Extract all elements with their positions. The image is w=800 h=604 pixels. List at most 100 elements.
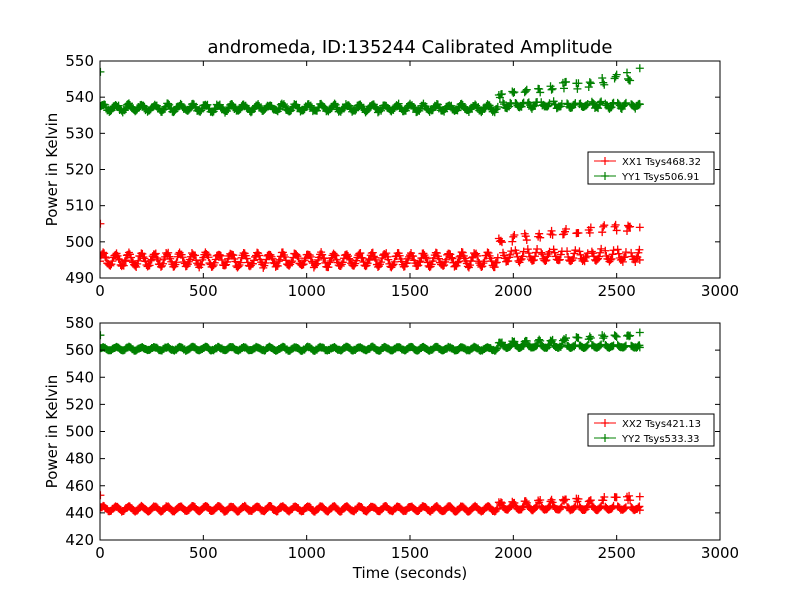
data-point (557, 341, 566, 350)
y-tick-label: 500 (65, 233, 94, 251)
data-point (346, 255, 355, 264)
data-point (493, 504, 502, 513)
data-point (170, 262, 179, 271)
data-point (124, 248, 133, 257)
data-point (288, 257, 297, 266)
data-point (597, 244, 606, 253)
data-point (582, 101, 591, 110)
data-point (215, 250, 224, 259)
x-tick-label: 1000 (288, 282, 326, 300)
data-point (390, 257, 399, 266)
data-point (631, 257, 640, 266)
data-point (627, 248, 636, 257)
data-point (550, 248, 559, 257)
data-point (504, 257, 513, 266)
data-point (524, 249, 533, 258)
data-point (159, 259, 168, 268)
data-point (568, 256, 577, 265)
data-point (536, 336, 545, 345)
data-point (402, 259, 411, 268)
data-point (409, 252, 418, 261)
data-point (492, 104, 501, 113)
series-xx1 (100, 219, 644, 272)
data-point (255, 251, 264, 260)
data-point (279, 100, 288, 109)
data-point (320, 254, 329, 263)
data-point (442, 255, 451, 264)
data-point (626, 496, 635, 505)
data-point (518, 252, 527, 261)
data-point (273, 261, 282, 270)
data-point (351, 106, 360, 115)
data-point (600, 80, 609, 89)
data-point (547, 226, 556, 235)
data-point (364, 256, 373, 265)
y-tick-label: 520 (65, 395, 94, 413)
data-point (607, 254, 616, 263)
data-point (510, 88, 519, 97)
data-point (153, 255, 162, 264)
data-point (422, 254, 431, 263)
legend: XX1 Tsys468.32 YY1 Tsys506.91 (587, 151, 715, 185)
data-point (306, 101, 315, 110)
data-point (480, 257, 489, 266)
y-tick-label: 420 (65, 531, 94, 549)
legend: XX2 Tsys421.13 YY2 Tsys533.33 (587, 413, 715, 447)
data-point (635, 255, 644, 264)
chart-title: andromeda, ID:135244 Calibrated Amplitud… (207, 37, 612, 58)
data-point (170, 107, 179, 116)
data-point (325, 258, 334, 267)
data-point (216, 251, 225, 260)
data-point (101, 253, 110, 262)
data-point (313, 259, 321, 268)
data-point (600, 492, 609, 501)
data-point (300, 256, 309, 265)
data-point (508, 237, 517, 246)
data-point (535, 335, 544, 344)
data-point (120, 257, 129, 266)
data-point (106, 261, 115, 270)
x-tick-label: 1000 (288, 544, 326, 562)
data-point (268, 254, 277, 263)
legend-entry-label: YY2 Tsys533.33 (621, 434, 700, 445)
data-point (280, 252, 289, 261)
data-point (204, 253, 213, 262)
data-point (434, 254, 443, 263)
data-point (598, 228, 607, 237)
data-point (119, 261, 128, 270)
data-point (635, 506, 644, 515)
data-point (447, 253, 456, 262)
x-tick-label: 500 (189, 544, 218, 562)
data-point (492, 344, 501, 353)
data-point (548, 230, 557, 239)
data-point (562, 334, 571, 343)
data-point (134, 256, 143, 265)
data-point (557, 502, 566, 511)
data-point (562, 77, 571, 86)
x-tick-label: 0 (95, 544, 105, 562)
data-point (410, 103, 419, 112)
data-point (121, 256, 130, 265)
data-point (371, 255, 380, 264)
data-point (324, 263, 333, 272)
data-point (621, 98, 630, 107)
data-point (635, 64, 644, 73)
data-point (635, 245, 644, 254)
data-point (545, 99, 554, 108)
data-point (492, 258, 501, 267)
data-point (305, 251, 314, 260)
y-tick-label: 540 (65, 88, 94, 106)
data-point (490, 263, 499, 272)
y-tick-label: 530 (65, 124, 94, 142)
data-point (635, 223, 644, 232)
data-point (611, 220, 620, 229)
data-point (612, 332, 621, 341)
series-yy1 (100, 64, 644, 117)
data-point (635, 100, 644, 109)
data-point (465, 261, 474, 270)
data-point (582, 342, 591, 351)
legend-box (587, 413, 715, 447)
data-point (330, 250, 339, 259)
x-tick-label: 1500 (391, 544, 429, 562)
legend-box (587, 151, 715, 185)
